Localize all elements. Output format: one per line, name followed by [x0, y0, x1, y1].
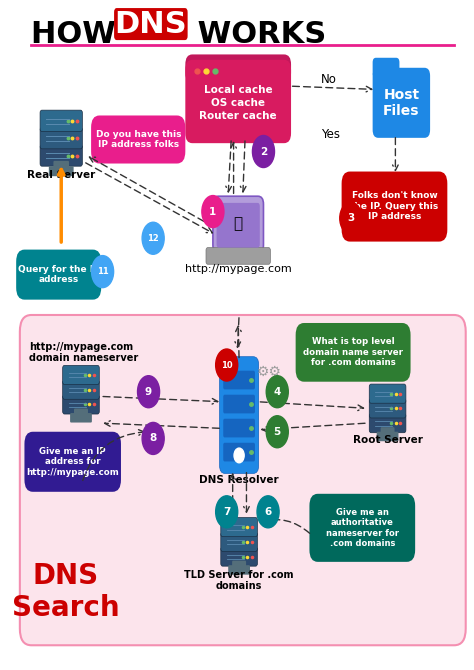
FancyBboxPatch shape [185, 54, 291, 83]
Text: Give me an IP
address for
http://mypage.com: Give me an IP address for http://mypage.… [27, 447, 119, 476]
FancyBboxPatch shape [49, 166, 73, 176]
FancyBboxPatch shape [114, 8, 188, 40]
FancyBboxPatch shape [213, 196, 264, 253]
Text: Folks don't know
the IP. Query this
IP address: Folks don't know the IP. Query this IP a… [350, 192, 438, 221]
Text: 6: 6 [264, 507, 272, 517]
Circle shape [340, 202, 362, 234]
FancyBboxPatch shape [25, 431, 121, 492]
FancyBboxPatch shape [223, 395, 255, 413]
FancyBboxPatch shape [219, 356, 259, 474]
Text: 9: 9 [145, 387, 152, 397]
FancyBboxPatch shape [223, 419, 255, 438]
Text: ⏳: ⏳ [234, 216, 243, 230]
Circle shape [234, 448, 244, 463]
FancyBboxPatch shape [369, 413, 406, 433]
Text: http://mypage.com
domain nameserver: http://mypage.com domain nameserver [29, 342, 138, 363]
Text: HOW: HOW [31, 20, 127, 49]
Text: Local cache
OS cache
Router cache: Local cache OS cache Router cache [200, 84, 277, 121]
Text: No: No [321, 73, 337, 86]
FancyBboxPatch shape [63, 365, 99, 385]
Text: 1: 1 [210, 206, 217, 216]
Circle shape [202, 196, 224, 228]
FancyBboxPatch shape [221, 517, 257, 537]
FancyBboxPatch shape [381, 427, 394, 438]
FancyBboxPatch shape [221, 547, 257, 566]
FancyBboxPatch shape [342, 172, 447, 242]
FancyBboxPatch shape [91, 115, 185, 163]
FancyBboxPatch shape [310, 494, 415, 562]
FancyBboxPatch shape [40, 110, 82, 131]
FancyBboxPatch shape [54, 161, 69, 173]
Circle shape [266, 376, 288, 408]
Circle shape [257, 496, 279, 528]
Text: 8: 8 [149, 433, 157, 444]
FancyBboxPatch shape [377, 431, 399, 442]
FancyBboxPatch shape [40, 145, 82, 166]
Text: 10: 10 [221, 360, 233, 370]
FancyBboxPatch shape [217, 203, 260, 248]
Text: What is top level
domain name server
for .com domains: What is top level domain name server for… [303, 338, 403, 367]
FancyBboxPatch shape [228, 565, 250, 575]
Text: DNS
Search: DNS Search [12, 561, 119, 622]
FancyBboxPatch shape [185, 60, 291, 143]
Text: Query for the IP
address: Query for the IP address [18, 265, 100, 284]
Circle shape [253, 135, 274, 168]
Text: 7: 7 [223, 507, 230, 517]
Text: Yes: Yes [321, 129, 340, 141]
Text: 5: 5 [273, 427, 281, 437]
Circle shape [216, 349, 238, 381]
FancyBboxPatch shape [63, 380, 99, 399]
FancyBboxPatch shape [20, 315, 466, 645]
Text: TLD Server for .com
domains: TLD Server for .com domains [184, 570, 294, 592]
Text: DNS: DNS [115, 9, 187, 39]
FancyBboxPatch shape [369, 399, 406, 418]
Circle shape [137, 376, 160, 408]
Circle shape [266, 415, 288, 448]
Circle shape [91, 255, 114, 287]
Text: 4: 4 [273, 387, 281, 397]
Text: 11: 11 [97, 267, 109, 276]
FancyBboxPatch shape [223, 443, 255, 462]
FancyBboxPatch shape [232, 561, 246, 572]
Text: http://mypage.com: http://mypage.com [185, 263, 292, 273]
FancyBboxPatch shape [40, 127, 82, 149]
Text: 2: 2 [260, 147, 267, 157]
FancyBboxPatch shape [16, 250, 101, 299]
FancyBboxPatch shape [63, 395, 99, 414]
Text: Host
Files: Host Files [383, 88, 419, 118]
FancyBboxPatch shape [206, 248, 270, 264]
Text: 3: 3 [347, 213, 355, 223]
Text: Do you have this
IP address folks: Do you have this IP address folks [96, 130, 181, 149]
Text: DNS Resolver: DNS Resolver [199, 475, 279, 485]
Text: Root Server: Root Server [353, 435, 422, 445]
Text: Give me an
authoritative
nameserver for
.com domains: Give me an authoritative nameserver for … [326, 508, 399, 548]
Text: 12: 12 [147, 234, 159, 243]
Text: Real Server: Real Server [27, 170, 95, 180]
Circle shape [142, 422, 164, 454]
Text: WORKS: WORKS [187, 20, 326, 49]
FancyBboxPatch shape [70, 413, 92, 423]
FancyBboxPatch shape [373, 58, 400, 78]
FancyBboxPatch shape [221, 532, 257, 551]
FancyBboxPatch shape [296, 323, 410, 382]
Circle shape [142, 222, 164, 255]
Text: ⚙⚙: ⚙⚙ [256, 364, 282, 379]
Circle shape [216, 496, 238, 528]
FancyBboxPatch shape [373, 68, 430, 138]
FancyBboxPatch shape [223, 371, 255, 389]
FancyBboxPatch shape [74, 409, 88, 419]
FancyBboxPatch shape [369, 384, 406, 403]
